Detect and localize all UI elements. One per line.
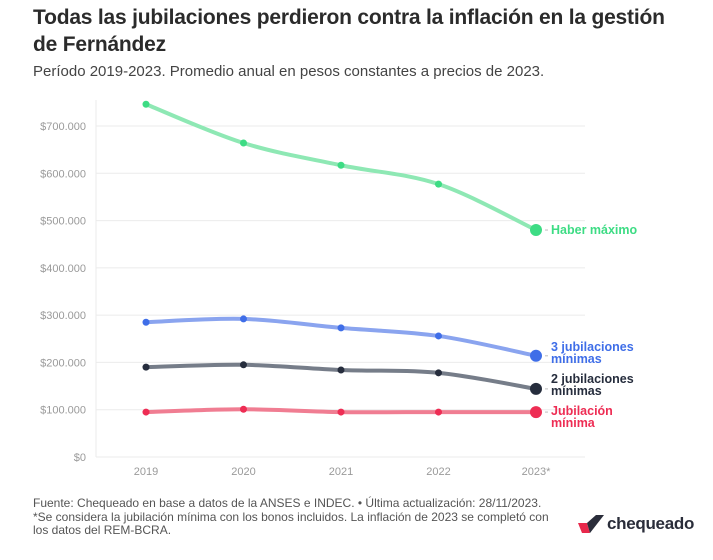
series-label-jubilacion-minima: mínima <box>551 416 596 430</box>
logo-text: chequeado <box>607 514 695 533</box>
data-point-jubilacion-minima <box>435 408 442 416</box>
x-tick-label: 2019 <box>134 466 158 478</box>
data-point-3-jubilaciones-minimas <box>142 318 150 326</box>
y-tick-label: $200.000 <box>40 357 86 369</box>
data-point-jubilacion-minima <box>240 405 247 413</box>
data-point-haber-maximo <box>530 224 542 237</box>
data-point-2-jubilaciones-minimas <box>142 363 150 371</box>
y-tick-label: $0 <box>74 452 86 464</box>
x-axis: 2019 2020 2021 2022 2023* <box>134 466 551 478</box>
y-tick-label: $100.000 <box>40 405 86 417</box>
data-point-jubilacion-minima <box>337 408 345 416</box>
y-tick-label: $700.000 <box>40 121 86 133</box>
data-point-2-jubilaciones-minimas <box>530 382 542 395</box>
y-axis: $0 $100.000 $200.000 $300.000 $400.000 $500.0… <box>40 121 86 464</box>
series-label-3-jubilaciones-minimas: mínimas <box>551 352 602 366</box>
series-label-2-jubilaciones-minimas: 2 jubilaciones <box>551 372 634 386</box>
data-point-3-jubilaciones-minimas <box>435 332 442 340</box>
series-line-3-jubilaciones-minimas <box>144 316 538 358</box>
data-point-jubilacion-minima <box>530 406 542 419</box>
series-label-2-jubilaciones-minimas: mínimas <box>551 384 602 398</box>
data-point-haber-maximo <box>435 180 442 188</box>
x-tick-label: 2020 <box>231 466 255 478</box>
data-point-3-jubilaciones-minimas <box>240 315 247 323</box>
source-note: Fuente: Chequeado en base a datos de la … <box>33 496 542 510</box>
data-point-haber-maximo <box>142 100 150 108</box>
data-point-2-jubilaciones-minimas <box>240 361 247 369</box>
series-label-3-jubilaciones-minimas: 3 jubilaciones <box>551 340 634 354</box>
data-point-2-jubilaciones-minimas <box>337 366 345 374</box>
data-point-2-jubilaciones-minimas <box>435 369 442 377</box>
grid-lines <box>95 100 585 458</box>
chart-footer: Fuente: Chequeado en base a datos de la … <box>33 496 563 538</box>
data-point-jubilacion-minima <box>142 408 150 416</box>
x-tick-label: 2021 <box>329 466 353 478</box>
y-tick-label: $400.000 <box>40 263 86 275</box>
chart-subtitle: Período 2019-2023. Promedio anual en pes… <box>33 63 545 80</box>
x-tick-label: 2022 <box>426 466 450 478</box>
methodology-note: *Se considera la jubilación mínima con l… <box>33 509 549 537</box>
y-tick-label: $500.000 <box>40 216 86 228</box>
y-tick-label: $600.000 <box>40 168 86 180</box>
series-lines <box>142 100 542 419</box>
line-chart: $0 $100.000 $200.000 $300.000 $400.000 $500.0… <box>40 100 638 478</box>
x-tick-label: 2023* <box>522 466 551 478</box>
y-tick-label: $300.000 <box>40 310 86 322</box>
chart-title: Todas las jubilaciones perdieron contra … <box>33 6 665 56</box>
chequeado-logo: chequeado <box>578 514 694 534</box>
series-label-jubilacion-minima: Jubilación <box>551 404 613 418</box>
data-point-3-jubilaciones-minimas <box>530 349 542 362</box>
data-point-haber-maximo <box>240 139 247 147</box>
data-point-3-jubilaciones-minimas <box>337 324 345 332</box>
series-label-haber-maximo: Haber máximo <box>551 223 638 237</box>
data-point-haber-maximo <box>337 161 345 169</box>
chequeado-check-logo-icon <box>578 515 604 533</box>
